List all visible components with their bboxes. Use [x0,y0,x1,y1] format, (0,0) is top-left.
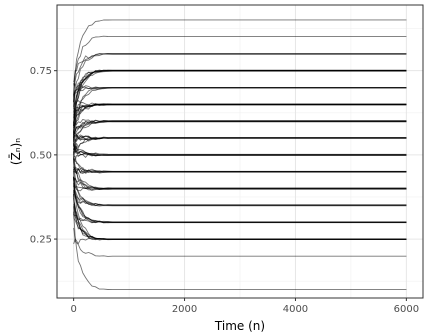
series-line [73,86,407,96]
series-line [73,70,407,109]
series-lines [73,19,407,290]
series-line [73,189,407,206]
series-line [73,227,407,257]
series-line [73,53,407,119]
series-line [73,205,407,223]
y-tick-label: 0.75 [30,66,52,77]
series-line [73,168,407,174]
series-line [73,193,407,241]
series-line [73,69,407,142]
x-axis-title: Time (n) [214,319,265,333]
series-line [73,170,407,207]
series-line [73,176,407,223]
y-tick-label: 0.25 [30,235,52,246]
y-tick-label: 0.50 [30,150,52,161]
series-line [73,167,407,174]
axis-ticks [54,70,407,301]
y-axis-title: (Z̄ₙ)ₙ [9,138,23,165]
x-tick-label: 2000 [172,304,197,315]
x-tick-label: 6000 [394,304,419,315]
x-tick-label: 0 [70,304,76,315]
x-tick-labels: 0 2000 4000 6000 [70,304,419,315]
series-line [73,120,407,138]
series-line [73,176,407,189]
panel-border [56,4,424,299]
series-line [73,19,407,103]
series-line [73,70,407,129]
y-tick-labels: 0.25 0.50 0.75 [30,66,52,245]
x-tick-label: 4000 [283,304,308,315]
